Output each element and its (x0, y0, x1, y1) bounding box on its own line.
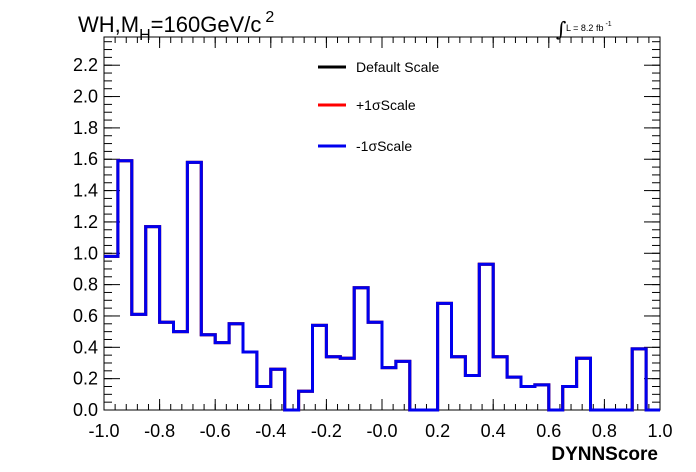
y-tick-label: 0.6 (73, 306, 98, 326)
y-tick-label: 2.2 (73, 55, 98, 75)
x-tick-label: 0.6 (536, 421, 561, 441)
x-tick-label: -0.2 (311, 421, 342, 441)
svg-text:L = 8.2 fb-1: L = 8.2 fb -1 (566, 21, 612, 33)
legend-label-plus1sigma: +1σScale (356, 97, 416, 113)
luminosity-label: ∫ L = 8.2 fb -1 (556, 17, 612, 41)
x-tick-label: -0.4 (255, 421, 286, 441)
y-tick-label: 2.0 (73, 87, 98, 107)
y-tick-label: 1.6 (73, 149, 98, 169)
y-tick-label: 0.8 (73, 275, 98, 295)
title-subscript: H (139, 27, 151, 44)
legend-label-minus1sigma: -1σScale (356, 138, 412, 154)
y-tick-label: 1.0 (73, 243, 98, 263)
title-superscript: 2 (265, 9, 274, 26)
x-tick-label: -0.8 (144, 421, 175, 441)
y-tick-label: 1.2 (73, 212, 98, 232)
legend-label-default: Default Scale (356, 59, 439, 75)
y-tick-label: 0.2 (73, 369, 98, 389)
legend: Default Scale +1σScale -1σScale (318, 59, 439, 154)
integral-icon: ∫ (556, 17, 566, 41)
x-tick-label: 1.0 (647, 421, 672, 441)
x-tick-label: 0.2 (425, 421, 450, 441)
x-tick-label: 0.4 (481, 421, 506, 441)
series-line-2 (104, 159, 660, 412)
x-tick-label: -1.0 (88, 421, 119, 441)
y-tick-label: 1.8 (73, 118, 98, 138)
x-tick-label: 0.8 (592, 421, 617, 441)
x-tick-label: -0.6 (200, 421, 231, 441)
chart-title: WH,MH=160GeV/c 2 (78, 9, 274, 44)
title-rest: =160GeV/c (151, 12, 262, 37)
y-tick-label: 1.4 (73, 181, 98, 201)
series-layer (104, 159, 660, 412)
y-tick-label: 0.4 (73, 337, 98, 357)
y-tick-label: 0.0 (73, 400, 98, 420)
y-axis: 0.0 0.2 0.4 0.6 0.8 1.0 1.2 1.4 1.6 1.8 2.0 2.2 (73, 41, 660, 420)
x-axis-label: DYNNScore (551, 444, 658, 465)
x-axis: -1.0 -0.8 -0.6 -0.4 -0.2 -0.0 0.2 0.4 0.6 0.8 1.0 (88, 37, 673, 441)
x-tick-label: -0.0 (366, 421, 397, 441)
